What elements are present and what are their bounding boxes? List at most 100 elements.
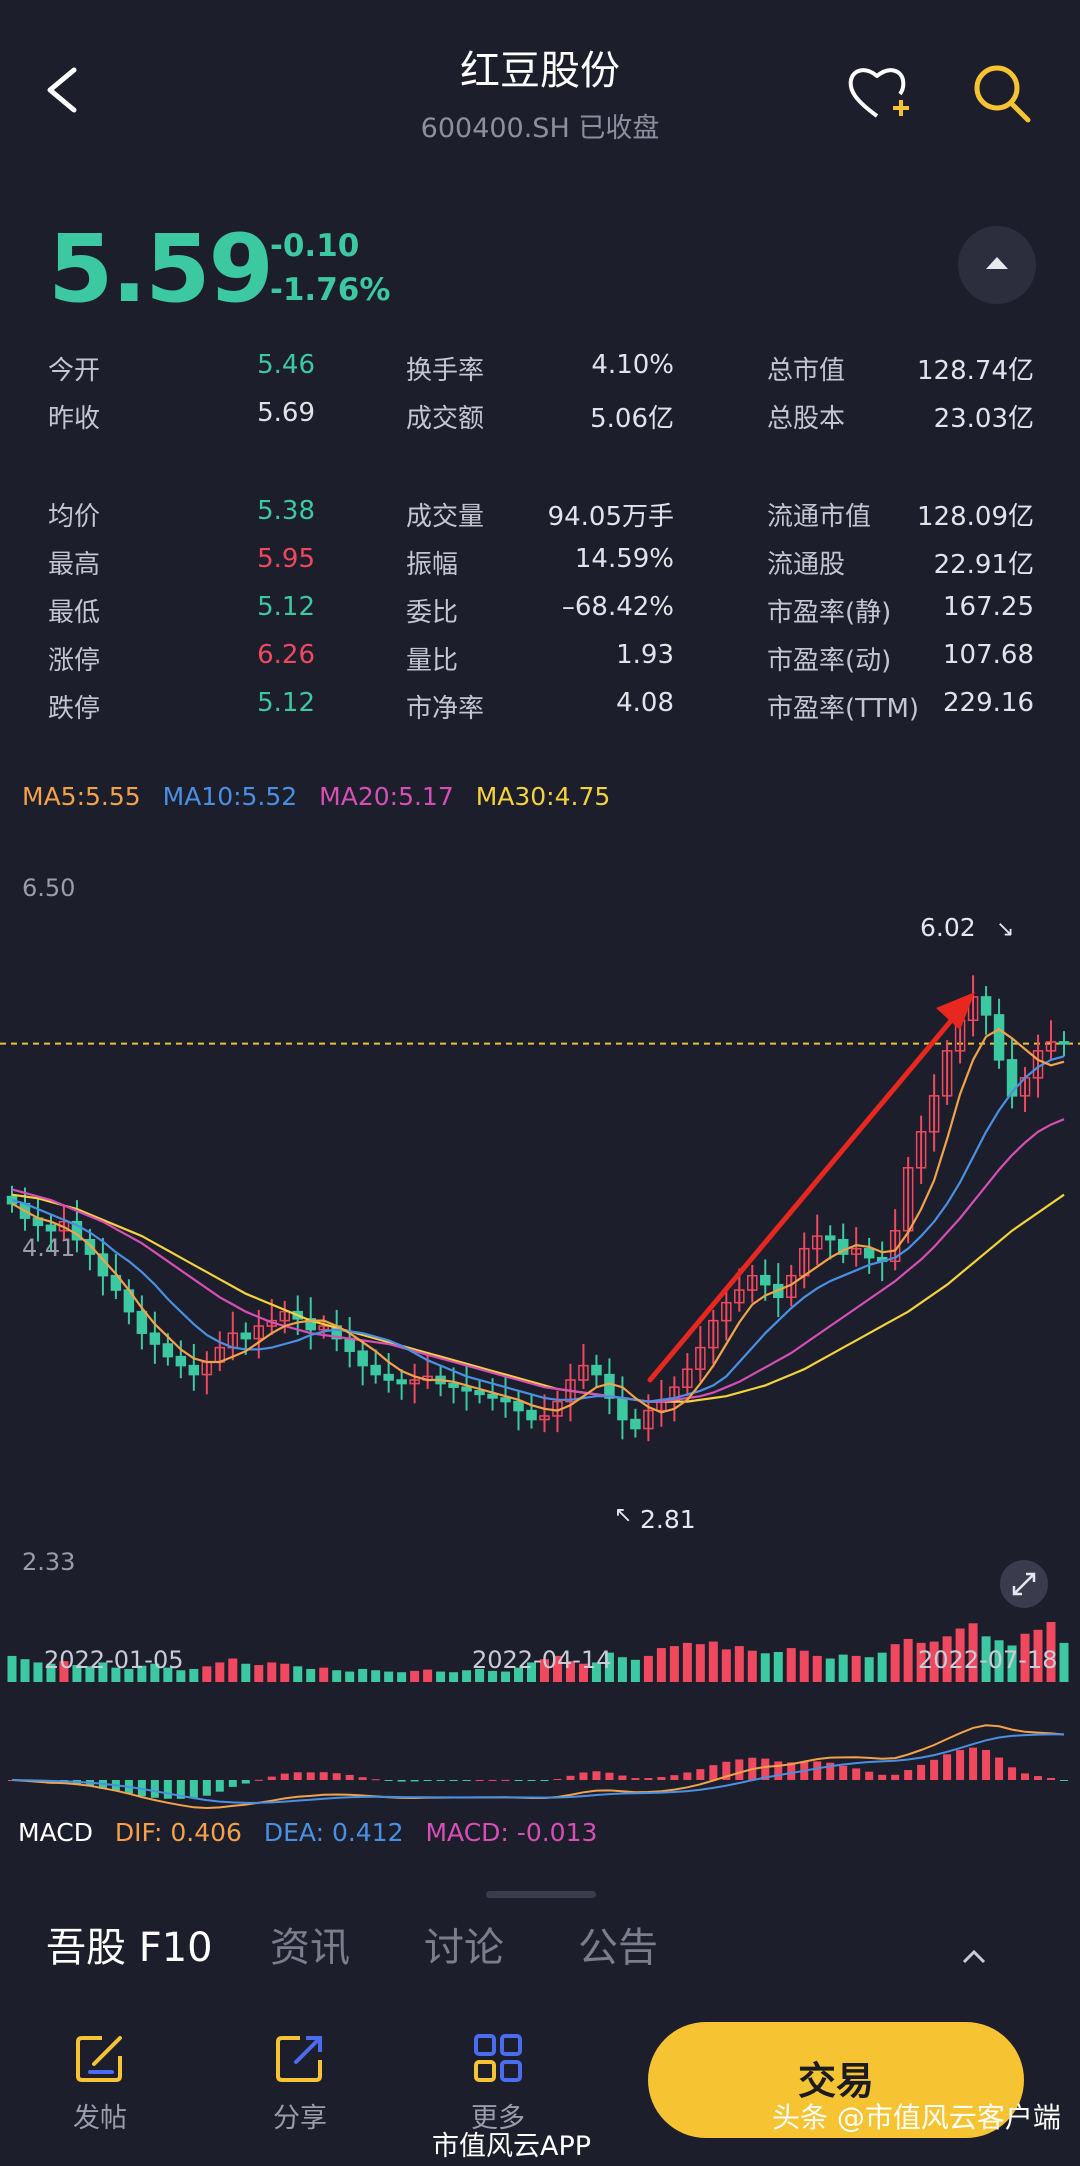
volume-bar (176, 1670, 186, 1682)
volume-bar (812, 1655, 822, 1682)
volume-bar (7, 1655, 17, 1682)
candle-body (487, 1393, 498, 1399)
volume-bar (565, 1661, 575, 1682)
volume-bar (202, 1666, 212, 1682)
macd-bar (709, 1765, 718, 1780)
low-annotation: 2.81 (640, 1505, 696, 1534)
ma30-value: MA30:4.75 (475, 782, 611, 811)
volume-bar (514, 1667, 524, 1682)
macd-bar (527, 1780, 536, 1781)
candle-body (357, 1350, 368, 1367)
stat-value: 94.05万手 (547, 502, 674, 532)
macd-bar (358, 1777, 367, 1780)
candle-body (980, 996, 992, 1016)
caret-up-icon (986, 257, 1008, 269)
macd-bar (345, 1774, 354, 1780)
volume-bar (228, 1658, 238, 1682)
more-button[interactable]: 更多 (438, 2030, 558, 2135)
volume-bar (306, 1668, 316, 1682)
arrow-up-left-icon: ↖ (614, 1503, 632, 1528)
volume-bar (98, 1662, 108, 1682)
volume-bar (916, 1642, 926, 1682)
macd-bar (163, 1780, 172, 1799)
chevron-up-icon[interactable] (962, 1945, 986, 1969)
macd-bar (891, 1774, 900, 1780)
volume-bar (189, 1668, 199, 1682)
volume-bar (72, 1665, 82, 1682)
candle-body (695, 1346, 706, 1370)
macd-bar (267, 1776, 276, 1780)
candle-body (578, 1364, 589, 1381)
stat-label: 委比 (406, 598, 459, 628)
candle-body (240, 1332, 252, 1340)
volume-bar (358, 1668, 368, 1682)
watermark-toutiao: 头条 @市值风云客户端 (772, 2101, 1061, 2134)
volume-bar (929, 1641, 939, 1682)
tab-f10[interactable]: 吾股 F10 (46, 1925, 213, 1971)
volume-bar (462, 1670, 472, 1682)
heart-plus-icon (848, 68, 909, 118)
post-button[interactable]: 发帖 (40, 2030, 160, 2135)
add-favorite-button[interactable] (845, 62, 915, 126)
trade-button[interactable]: 交易 (648, 2022, 1024, 2138)
macd-bar (631, 1778, 640, 1780)
candle-body (617, 1397, 628, 1421)
volume-bar (332, 1670, 342, 1682)
candle-body (734, 1289, 745, 1304)
volume-bar (877, 1652, 887, 1682)
stat-value: –68.42% (561, 592, 674, 622)
stat-value: 5.95 (257, 544, 315, 574)
price-change: -0.10 (270, 228, 360, 264)
candle-body (1058, 1041, 1070, 1045)
trend-arrow-line (647, 1007, 963, 1383)
macd-bar (280, 1773, 289, 1780)
macd-bar (930, 1759, 939, 1780)
kline-chart-svg: 6.50 4.41 2.33 6.02 ↘ ↖ 2.81 2022-01-05 2022-04-… (0, 874, 1080, 1810)
more-label: 更多 (471, 2103, 525, 2134)
candle-body (383, 1373, 394, 1381)
candle-body (149, 1332, 161, 1345)
macd-bar (904, 1770, 913, 1780)
macd-bar (475, 1779, 484, 1781)
tab-announcements[interactable]: 公告 (578, 1925, 658, 1971)
candle-body (305, 1318, 316, 1331)
candle-body (915, 1131, 927, 1169)
tab-news[interactable]: 资讯 (270, 1925, 350, 1971)
volume-bar (1033, 1629, 1043, 1682)
macd-bar (735, 1759, 744, 1780)
volume-bar (111, 1667, 121, 1682)
volume-bar (825, 1658, 835, 1682)
y-tick-label: 6.50 (22, 874, 75, 902)
volume-bar (423, 1669, 433, 1682)
share-label: 分享 (273, 2103, 327, 2134)
volume-bar (721, 1649, 731, 1682)
candle-body (850, 1247, 862, 1255)
drag-handle[interactable] (486, 1891, 596, 1898)
candle-body (708, 1319, 719, 1349)
tab-discussion[interactable]: 讨论 (424, 1925, 504, 1971)
stat-value: 5.06亿 (590, 404, 674, 434)
ma-legend: MA5:5.55 MA10:5.52 MA20:5.17 MA30:4.75 (22, 782, 624, 811)
kline-chart[interactable]: 6.50 4.41 2.33 6.02 ↘ ↖ 2.81 2022-01-05 2022-04-… (0, 860, 1080, 1870)
back-button[interactable] (38, 60, 88, 120)
grid-icon (474, 2034, 522, 2082)
stat-label: 总股本 (767, 404, 846, 434)
stat-label: 跌停 (48, 694, 101, 724)
search-button[interactable] (970, 62, 1034, 126)
macd-bar (397, 1780, 406, 1782)
candle-body (604, 1373, 615, 1399)
stat-label: 流通市值 (767, 502, 872, 532)
macd-bar (1021, 1773, 1030, 1780)
macd-bar (1060, 1780, 1068, 1781)
collapse-stats-button[interactable] (958, 226, 1036, 304)
volume-bar (436, 1671, 446, 1682)
dif-value: DIF: 0.406 (114, 1818, 242, 1847)
volume-bar (46, 1663, 56, 1682)
share-button[interactable]: 分享 (240, 2030, 360, 2135)
candle-body (539, 1415, 550, 1421)
high-annotation: 6.02 (920, 913, 976, 942)
x-tick-label: 2022-07-18 (918, 1646, 1057, 1674)
macd-bar (228, 1780, 237, 1787)
volume-bar (384, 1671, 394, 1682)
stat-value: 229.16 (943, 688, 1034, 718)
